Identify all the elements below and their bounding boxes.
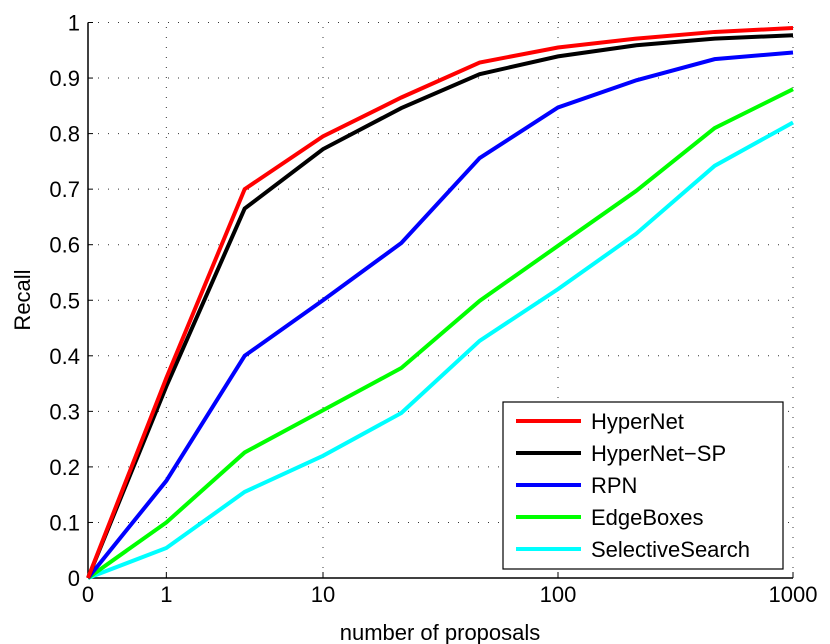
series-hypernet [86,26,794,579]
x-tick-label: 0 [82,582,94,607]
y-tick-label: 0.1 [49,510,80,535]
series-edgeboxes [86,87,794,580]
y-tick-label: 0.4 [49,344,80,369]
y-tick-label: 0.3 [49,399,80,424]
legend-label: RPN [591,473,637,498]
y-axis-label: Recall [10,269,35,330]
legend-label: HyperNet−SP [591,441,726,466]
y-tick-label: 0 [68,566,80,591]
y-tick-label: 0.9 [49,66,80,91]
legend-item: EdgeBoxes [516,505,704,530]
series-lines [86,26,794,580]
tick-labels: 00.10.20.30.40.50.60.70.80.910 1 10 100 1000 [49,11,817,608]
series-rpn [86,50,794,580]
legend-item: RPN [516,473,637,498]
x-tick-label: 10 [311,582,335,607]
y-tick-label: 0.8 [49,122,80,147]
y-tick-label: 1 [68,11,80,36]
y-tick-label: 0.6 [49,233,80,258]
x-tick-label: 1000 [769,582,818,607]
series-selectivesearch [87,120,794,580]
series-hypernet-sp [86,33,794,579]
legend-item: SelectiveSearch [516,537,750,562]
x-tick-label: 100 [540,582,577,607]
legend-label: HyperNet [591,409,684,434]
x-axis-label: number of proposals [340,620,541,644]
y-tick-label: 0.2 [49,455,80,480]
legend-item: HyperNet−SP [516,441,726,466]
legend-label: SelectiveSearch [591,537,750,562]
legend-label: EdgeBoxes [591,505,704,530]
legend-item: HyperNet [516,409,684,434]
y-tick-label: 0.5 [49,288,80,313]
legend: HyperNet HyperNet−SP RPN EdgeBoxes Selective… [502,401,784,570]
x-tick-label: 1 [160,582,172,607]
y-tick-label: 0.7 [49,177,80,202]
